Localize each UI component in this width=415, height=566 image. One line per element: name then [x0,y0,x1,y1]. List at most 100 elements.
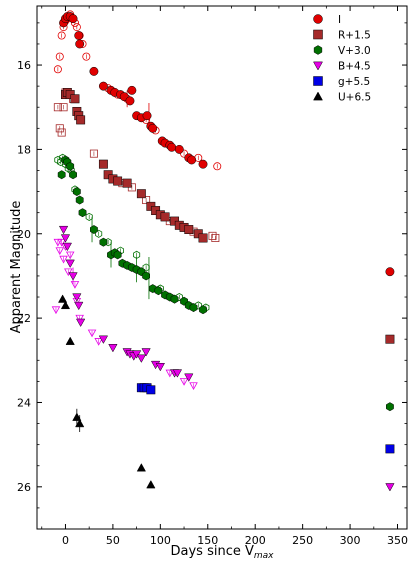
legend-marker [313,14,323,24]
data-point-open [165,369,175,378]
data-point [154,286,163,296]
legend: I R+1.5 V+3.0 B+4.5 g+5.5 U+6.5 [313,14,371,104]
data-point [155,363,165,372]
data-point [198,159,208,169]
data-point-open [142,196,151,205]
series-3 [51,225,395,492]
legend-marker [313,45,323,55]
data-point [78,208,87,218]
series-2 [54,153,394,412]
y-tick-label: 18 [17,143,31,156]
legend-label: U+6.5 [338,92,371,104]
data-point [125,96,135,106]
data-point-open [65,251,75,260]
data-point [113,176,123,186]
legend-marker [313,29,323,40]
series-4 [136,383,395,454]
data-point [60,234,71,243]
data-point [90,225,98,235]
data-point [76,318,86,328]
data-point [72,293,82,302]
data-point [68,14,78,24]
data-point [122,178,132,188]
data-point [184,373,194,382]
x-tick-label: 200 [245,534,266,547]
x-tick-label: 250 [292,534,313,547]
data-point-open [59,255,68,264]
data-point-open [55,124,64,133]
data-point [72,187,81,197]
data-point-open [55,247,65,256]
x-tick-label: 300 [340,534,361,547]
data-point-open [189,382,198,391]
data-point-open [175,292,183,302]
y-axis-title: Apparent Magnitude [9,201,24,334]
data-point-open [51,306,61,315]
data-point-open [89,149,98,158]
x-axis-title: Days since Vmax [171,544,275,561]
data-point [62,242,72,252]
data-point [57,294,68,303]
data-point [89,66,99,76]
y-tick-label: 16 [17,59,31,72]
data-point [385,444,395,454]
data-point [131,350,142,359]
data-point [136,189,146,199]
legend-label: R+1.5 [338,30,371,42]
data-point [74,301,84,311]
data-point [65,336,75,345]
data-point [75,39,85,49]
data-point-open [64,268,73,277]
data-point [142,111,152,121]
data-point [146,385,156,395]
data-point-open [57,128,66,137]
series-0 [53,10,395,277]
data-point-open [142,263,150,272]
y-tick-label: 20 [17,228,31,241]
data-point-open [179,378,189,386]
data-point-open [70,281,80,289]
data-point [136,354,146,363]
data-point [75,195,84,205]
data-point-open [75,314,84,323]
y-tick-label: 26 [17,481,31,494]
data-point [386,402,394,412]
data-point-open [133,250,141,259]
data-point [108,344,118,353]
data-point [127,85,137,95]
data-point [146,479,156,489]
y-tick-label: 24 [17,396,31,409]
data-point-open [82,52,91,61]
data-point [57,170,66,180]
data-point [385,334,395,344]
data-point [172,369,183,378]
data-point [189,303,198,313]
data-point [75,418,85,428]
legend-marker [313,76,323,86]
data-point [199,305,207,315]
data-point [184,225,194,234]
series-1 [53,88,395,344]
plot-frame [36,5,408,530]
x-tick-label: 100 [150,534,171,547]
data-point [76,115,86,125]
data-point [113,250,122,260]
data-point [58,225,69,235]
y-tick-label: 22 [17,312,31,325]
x-tick-label: 50 [106,534,120,547]
data-point [174,144,184,154]
data-point-open [55,52,64,61]
data-marks [51,10,395,492]
data-point-open [57,31,66,40]
data-point [98,335,109,344]
data-point [187,155,197,165]
data-point [136,463,146,472]
data-point [65,259,75,268]
data-point [385,483,395,492]
data-point [142,271,150,281]
data-point [70,94,80,104]
data-point [141,348,151,357]
legend-marker [313,61,323,71]
data-point-open [211,233,220,242]
data-point-open [208,231,217,240]
